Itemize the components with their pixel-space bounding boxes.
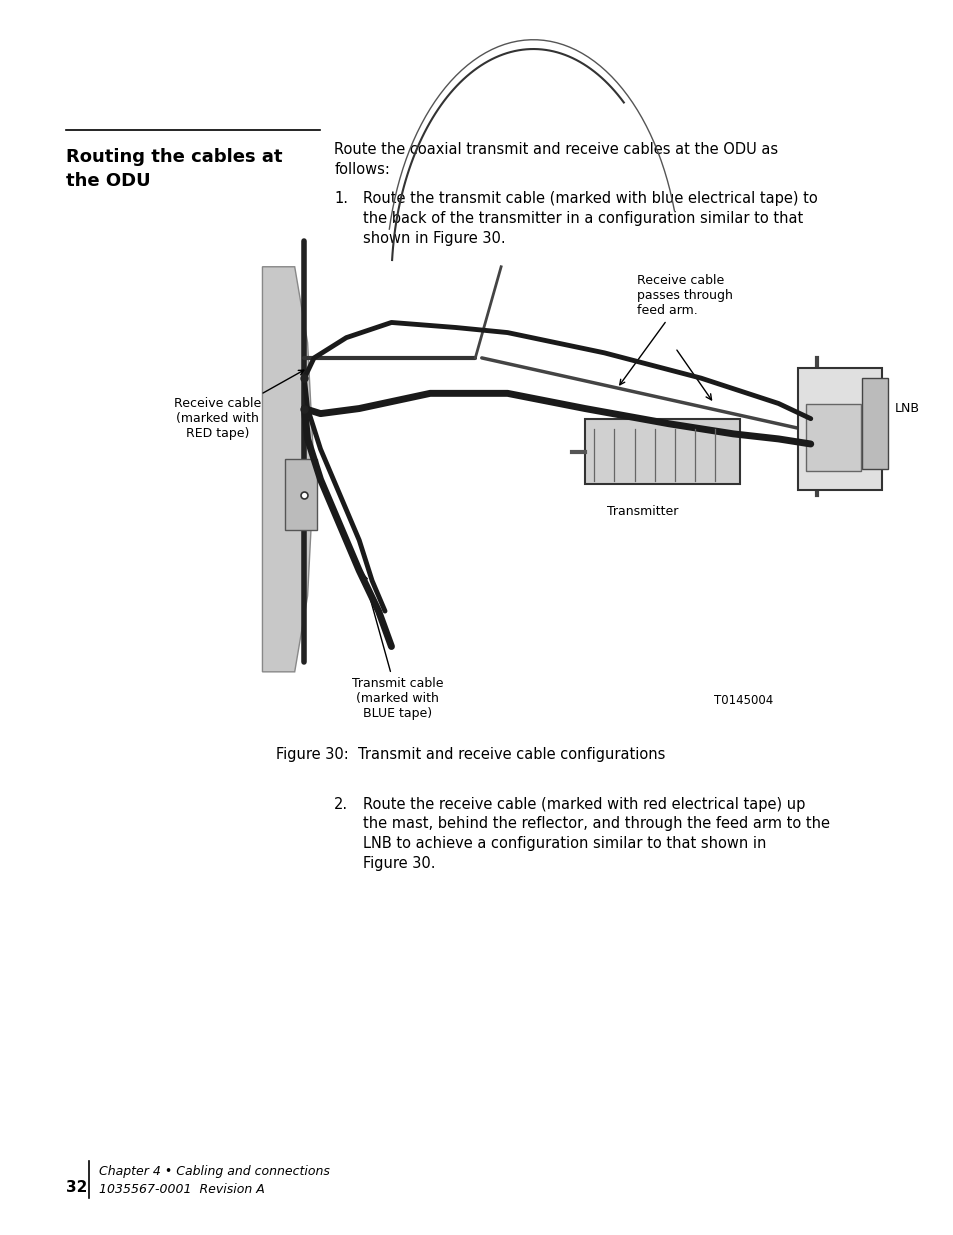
Text: Chapter 4 • Cabling and connections
1035567-0001  Revision A: Chapter 4 • Cabling and connections 1035… xyxy=(99,1165,330,1195)
Text: LNB: LNB xyxy=(894,403,919,415)
Polygon shape xyxy=(262,267,314,672)
Bar xyxy=(862,378,887,469)
Text: 2.: 2. xyxy=(334,797,348,811)
Text: 1.: 1. xyxy=(334,191,348,206)
Text: Routing the cables at
the ODU: Routing the cables at the ODU xyxy=(66,148,282,190)
Text: T0145004: T0145004 xyxy=(713,694,773,708)
Text: Route the coaxial transmit and receive cables at the ODU as
follows:: Route the coaxial transmit and receive c… xyxy=(334,142,778,177)
Text: Route the receive cable (marked with red electrical tape) up
the mast, behind th: Route the receive cable (marked with red… xyxy=(362,797,829,871)
Text: Transmit cable
(marked with
BLUE tape): Transmit cable (marked with BLUE tape) xyxy=(352,574,443,720)
Text: 32: 32 xyxy=(66,1181,88,1195)
Text: Receive cable
passes through
feed arm.: Receive cable passes through feed arm. xyxy=(619,274,732,385)
Text: Figure 30:  Transmit and receive cable configurations: Figure 30: Transmit and receive cable co… xyxy=(275,747,665,762)
Text: Route the transmit cable (marked with blue electrical tape) to
the back of the t: Route the transmit cable (marked with bl… xyxy=(362,191,817,246)
Bar xyxy=(797,368,881,489)
Bar xyxy=(285,459,317,530)
Bar xyxy=(805,405,860,472)
Text: Receive cable
(marked with
RED tape): Receive cable (marked with RED tape) xyxy=(173,370,303,440)
Text: Transmitter: Transmitter xyxy=(607,505,678,517)
Bar xyxy=(584,419,739,484)
